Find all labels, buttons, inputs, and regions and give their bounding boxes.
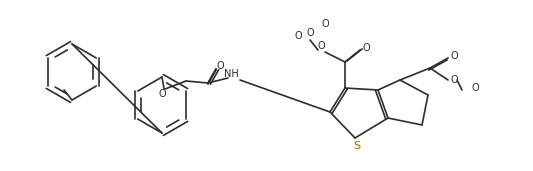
Text: O: O	[317, 41, 325, 51]
Text: O: O	[362, 43, 370, 53]
Text: O: O	[450, 51, 458, 61]
Text: O: O	[294, 31, 302, 41]
Text: O: O	[450, 75, 458, 85]
Text: O: O	[158, 89, 166, 99]
Text: O: O	[306, 28, 314, 38]
Text: O: O	[471, 83, 479, 93]
Text: NH: NH	[224, 69, 238, 79]
Text: S: S	[353, 141, 360, 151]
Text: O: O	[321, 19, 329, 29]
Text: O: O	[216, 61, 224, 71]
